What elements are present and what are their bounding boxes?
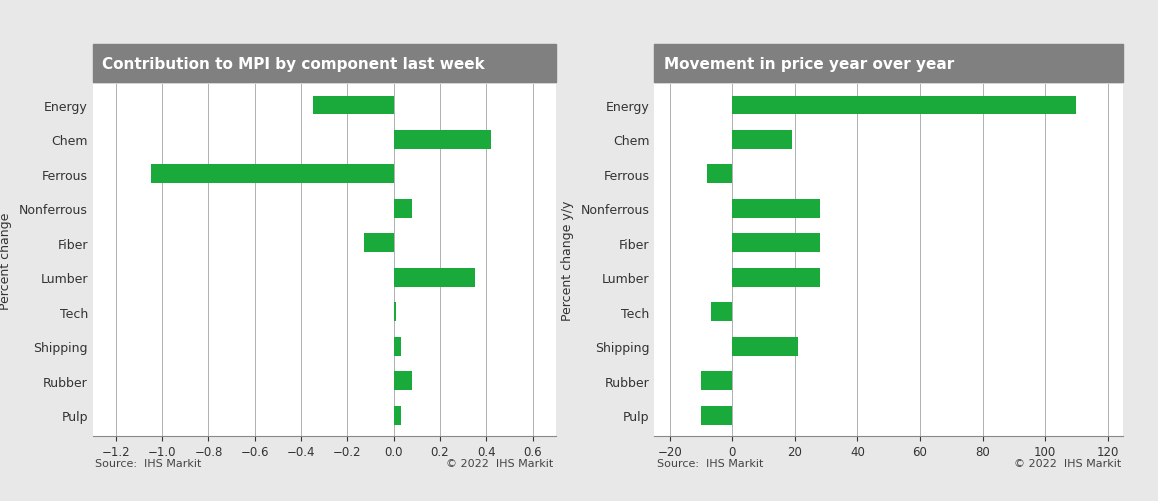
- Bar: [732, 337, 798, 356]
- Bar: [732, 199, 820, 218]
- Bar: [732, 96, 1076, 115]
- Text: © 2022  IHS Markit: © 2022 IHS Markit: [1013, 458, 1121, 468]
- Text: Movement in price year over year: Movement in price year over year: [664, 57, 954, 71]
- Y-axis label: Percent change: Percent change: [0, 212, 12, 309]
- Text: Contribution to MPI by component last week: Contribution to MPI by component last we…: [102, 57, 485, 71]
- Bar: [394, 268, 475, 287]
- Bar: [394, 131, 491, 150]
- Text: Source:  IHS Markit: Source: IHS Markit: [95, 458, 201, 468]
- Bar: [394, 199, 412, 218]
- Bar: [701, 406, 732, 425]
- Text: © 2022  IHS Markit: © 2022 IHS Markit: [446, 458, 554, 468]
- Bar: [711, 303, 732, 322]
- Bar: [151, 165, 394, 184]
- Y-axis label: Percent change y/y: Percent change y/y: [560, 200, 573, 321]
- Bar: [732, 131, 792, 150]
- Bar: [708, 165, 732, 184]
- Bar: [394, 303, 396, 322]
- Bar: [701, 371, 732, 390]
- Bar: [313, 96, 394, 115]
- Text: Source:  IHS Markit: Source: IHS Markit: [657, 458, 763, 468]
- Bar: [394, 406, 401, 425]
- Bar: [364, 234, 394, 253]
- Bar: [732, 234, 820, 253]
- Bar: [394, 371, 412, 390]
- Bar: [732, 268, 820, 287]
- Bar: [394, 337, 401, 356]
